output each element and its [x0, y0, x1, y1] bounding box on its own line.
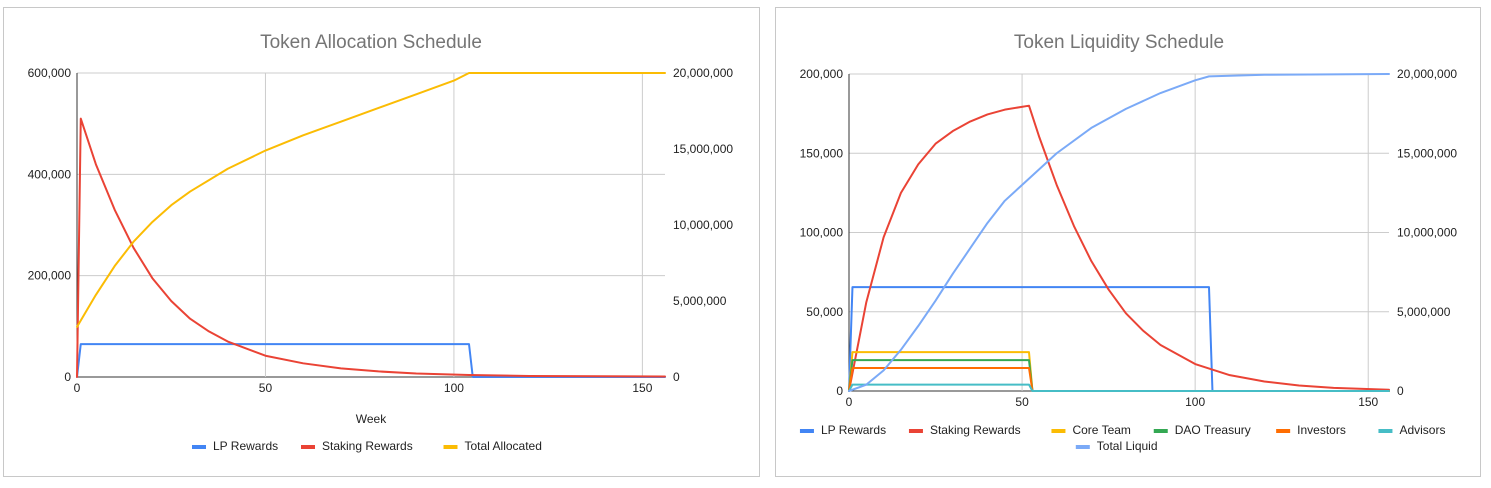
legend-swatch-total-allocated [443, 445, 458, 449]
allocation-chart-panel[interactable]: Token Allocation Schedule 0 200,000 400,000… [3, 7, 760, 477]
legend-swatch-core-team [1051, 429, 1066, 433]
series-line-staking-rewards [848, 104, 1390, 392]
liquidity-chart-panel[interactable]: Token Liquidity Schedule 0 50,000 100,000 15… [775, 7, 1481, 477]
x-tick-label: 50 [1015, 395, 1029, 409]
liquidity-chart: Token Liquidity Schedule 0 50,000 100,000 15… [799, 32, 1458, 453]
legend-swatch-total-liquid [1075, 445, 1090, 449]
x-tick-label: 0 [74, 381, 81, 395]
y-right-tick-label: 15,000,000 [673, 142, 733, 156]
y-right-tick-label: 15,000,000 [1397, 146, 1457, 160]
legend-label-total-liquid: Total Liquid [1097, 439, 1158, 453]
legend-label-investors: Investors [1297, 423, 1346, 437]
y-tick-label: 200,000 [800, 67, 844, 81]
x-tick-label: 50 [259, 381, 273, 395]
legend-label-core-team: Core Team [1072, 423, 1130, 437]
y-right-tick-label: 5,000,000 [673, 294, 727, 308]
y-right-tick-label: 5,000,000 [1397, 305, 1451, 319]
legend-label-staking-rewards: Staking Rewards [930, 423, 1021, 437]
x-tick-label: 100 [444, 381, 464, 395]
legend-label-total-allocated: Total Allocated [465, 439, 542, 453]
legend-swatch-investors [1276, 429, 1291, 433]
legend-swatch-lp-rewards [192, 445, 206, 449]
legend-swatch-dao-treasury [1153, 429, 1168, 433]
legend-swatch-advisors [1378, 429, 1393, 433]
series-line-staking-rewards [76, 117, 666, 378]
series-line-total-liquid [848, 73, 1390, 392]
legend-swatch-lp-rewards [799, 429, 814, 433]
legend-label-staking-rewards: Staking Rewards [322, 439, 413, 453]
y-right-tick-label: 10,000,000 [1397, 226, 1457, 240]
y-tick-label: 0 [64, 370, 71, 384]
y-tick-label: 0 [836, 384, 843, 398]
x-tick-label: 150 [1358, 395, 1378, 409]
x-axis-title: Week [356, 412, 387, 426]
legend-label-lp-rewards: LP Rewards [213, 439, 278, 453]
y-tick-label: 400,000 [28, 167, 72, 181]
y-tick-label: 100,000 [800, 226, 844, 240]
allocation-chart: Token Allocation Schedule 0 200,000 400,000… [28, 32, 734, 453]
y-right-tick-label: 0 [1397, 384, 1404, 398]
y-tick-label: 200,000 [28, 269, 72, 283]
chart-title: Token Liquidity Schedule [1014, 32, 1224, 53]
legend-label-advisors: Advisors [1399, 423, 1445, 437]
legend-label-dao-treasury: DAO Treasury [1175, 423, 1251, 437]
y-right-tick-label: 20,000,000 [1397, 67, 1457, 81]
y-tick-label: 600,000 [28, 66, 72, 80]
y-tick-label: 150,000 [800, 146, 844, 160]
series-line-lp-rewards [76, 343, 666, 378]
series-line-investors [848, 367, 1390, 392]
y-right-tick-label: 20,000,000 [673, 66, 733, 80]
legend-swatch-staking-rewards [908, 429, 923, 433]
series-line-advisors [848, 383, 1390, 392]
y-tick-label: 50,000 [806, 305, 843, 319]
y-right-tick-label: 0 [673, 370, 680, 384]
x-tick-label: 150 [632, 381, 652, 395]
x-tick-label: 100 [1185, 395, 1205, 409]
chart-title: Token Allocation Schedule [260, 32, 482, 53]
x-tick-label: 0 [846, 395, 853, 409]
legend-label-lp-rewards: LP Rewards [821, 423, 886, 437]
legend-swatch-staking-rewards [301, 445, 315, 449]
y-right-tick-label: 10,000,000 [673, 218, 733, 232]
series-line-total-allocated [76, 72, 666, 328]
